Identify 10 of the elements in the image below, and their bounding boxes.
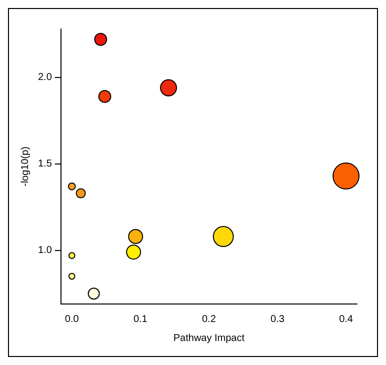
x-axis-title: Pathway Impact xyxy=(173,332,245,344)
x-tick-label: 0.3 xyxy=(270,314,285,325)
x-tick-label: 0.2 xyxy=(202,314,216,325)
y-tick-label: 2.0 xyxy=(38,72,52,84)
x-tick-label: 0.4 xyxy=(339,314,354,325)
x-tick-label: 0.0 xyxy=(64,314,80,325)
y-tick-label: 1.0 xyxy=(38,245,52,256)
y-axis-title: -log10(p) xyxy=(20,146,31,187)
y-tick-label: 1.5 xyxy=(38,158,52,170)
x-tick-label: 0.1 xyxy=(133,314,148,325)
